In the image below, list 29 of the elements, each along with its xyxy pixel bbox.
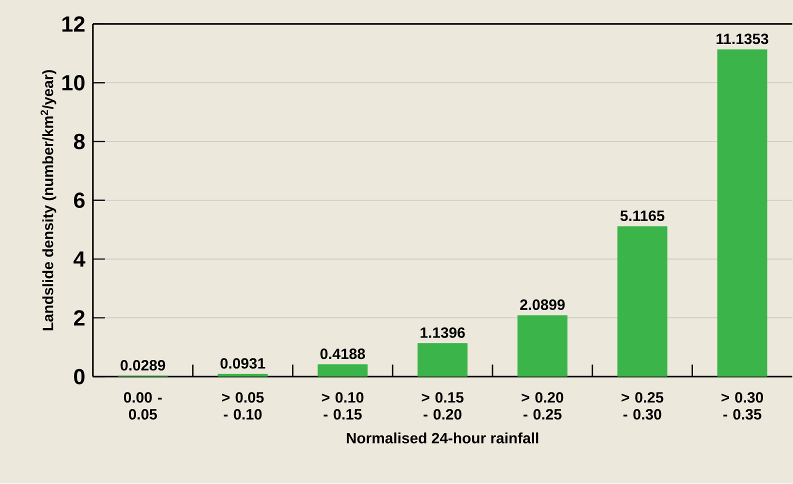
bar [517,315,568,377]
bar [717,50,768,377]
data-label: 2.0899 [520,300,565,310]
data-label: 5.1165 [620,210,664,222]
x-axis-title: Normalised 24-hour rainfall [346,432,538,444]
x-tick-label: > 0.10 - 0.15 [322,392,364,420]
x-tick-label: > 0.20 - 0.25 [522,392,564,420]
x-tick-label: > 0.30 - 0.35 [722,392,763,420]
data-label: 0.0931 [220,358,266,369]
data-label: 11.1353 [716,34,768,44]
y-tick-label: 4 [74,252,86,267]
x-tick-label: > 0.05 - 0.10 [222,392,264,420]
y-tick-label: 12 [62,16,85,32]
y-tick-label: 2 [74,310,85,326]
bar [617,226,668,377]
y-tick-label: 8 [74,134,85,150]
bar [318,364,368,377]
bar [418,343,468,377]
x-tick-label: 0.00 - 0.05 [124,392,162,420]
x-tick-label: > 0.15 - 0.20 [422,392,464,420]
bar [218,374,268,377]
x-tick-label: > 0.25 - 0.30 [622,392,664,420]
y-tick-label: 6 [74,192,85,208]
y-tick-label: 0 [74,369,85,385]
y-tick-label: 10 [62,75,85,91]
y-axis-title: Landslide density (number/km$^{2}$/year) [40,70,56,330]
data-label: 0.4188 [320,348,366,360]
data-label: 0.0289 [120,360,166,371]
data-label: 1.1396 [420,328,465,338]
